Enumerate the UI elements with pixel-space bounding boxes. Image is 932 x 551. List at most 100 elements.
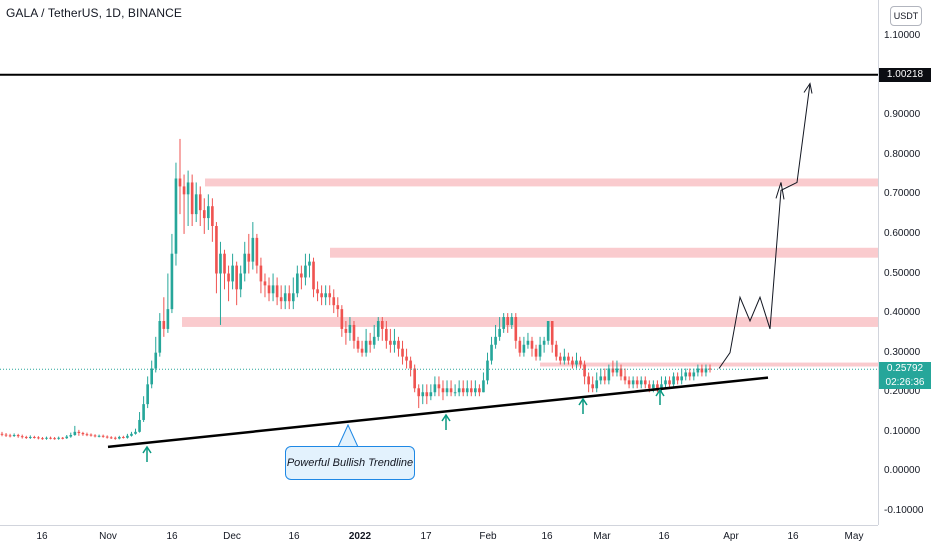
candle bbox=[138, 412, 141, 433]
candle bbox=[182, 174, 186, 234]
currency-button[interactable]: USDT bbox=[890, 6, 922, 26]
candle bbox=[607, 364, 611, 385]
candle bbox=[41, 436, 44, 440]
trendline-callout: Powerful Bullish Trendline bbox=[285, 446, 415, 480]
candle bbox=[239, 265, 243, 298]
candle bbox=[231, 253, 234, 290]
candle bbox=[0, 431, 4, 437]
candle bbox=[571, 356, 574, 369]
time-tick-label: 16 bbox=[36, 531, 48, 542]
candle bbox=[405, 348, 408, 369]
candle bbox=[465, 380, 469, 397]
support-arrow bbox=[142, 445, 152, 462]
candle bbox=[522, 336, 526, 357]
price-tick-label: 0.90000 bbox=[884, 109, 921, 121]
candle bbox=[457, 380, 461, 397]
candle bbox=[534, 344, 538, 361]
time-tick-label: Feb bbox=[479, 531, 497, 542]
candle bbox=[550, 321, 554, 353]
candle bbox=[170, 233, 174, 314]
candle bbox=[393, 328, 396, 353]
candle bbox=[494, 324, 497, 349]
candle bbox=[623, 368, 627, 385]
candle bbox=[684, 368, 688, 381]
candle bbox=[20, 434, 24, 439]
candle bbox=[320, 285, 323, 306]
candle bbox=[433, 376, 437, 397]
candle bbox=[364, 328, 368, 357]
candle bbox=[498, 317, 501, 341]
candle bbox=[259, 257, 263, 294]
target-price-tag: 1.00218 bbox=[879, 68, 931, 82]
candle bbox=[611, 360, 615, 377]
candle bbox=[668, 376, 671, 389]
candle bbox=[692, 368, 696, 381]
candle bbox=[227, 265, 230, 302]
candle bbox=[635, 376, 639, 389]
time-tick-label: Dec bbox=[223, 531, 241, 542]
price-tick-label: 0.50000 bbox=[884, 267, 921, 279]
price-chart bbox=[0, 73, 878, 462]
candle bbox=[287, 285, 291, 310]
price-axis[interactable] bbox=[878, 0, 932, 525]
candle bbox=[708, 364, 712, 373]
candle bbox=[219, 241, 222, 325]
candle bbox=[437, 376, 441, 397]
candle bbox=[202, 198, 206, 234]
candle bbox=[109, 436, 113, 439]
candle bbox=[643, 376, 647, 389]
candle bbox=[324, 285, 327, 306]
candle bbox=[615, 360, 619, 377]
resistance-zone bbox=[330, 247, 878, 258]
candle bbox=[243, 241, 247, 282]
candle bbox=[308, 253, 311, 278]
candle bbox=[8, 433, 12, 438]
candle bbox=[558, 352, 562, 365]
candle bbox=[704, 364, 708, 377]
candle bbox=[29, 435, 32, 439]
candle bbox=[85, 432, 89, 437]
candle-countdown: 02:26:36 bbox=[879, 376, 931, 389]
support-arrow bbox=[441, 413, 451, 430]
candle bbox=[150, 360, 154, 389]
candle bbox=[453, 384, 457, 397]
time-axis[interactable] bbox=[0, 525, 878, 551]
candle bbox=[595, 372, 599, 393]
candle bbox=[449, 380, 453, 397]
candle bbox=[538, 336, 542, 361]
last-price-tag: 0.25792 bbox=[879, 362, 931, 376]
candle bbox=[579, 356, 582, 369]
candle bbox=[696, 364, 700, 377]
time-tick-label: 16 bbox=[288, 531, 300, 542]
candle bbox=[445, 380, 449, 397]
candle bbox=[235, 261, 238, 306]
time-tick-label: May bbox=[844, 531, 864, 542]
candle bbox=[348, 317, 352, 341]
support-arrow bbox=[578, 397, 588, 414]
candle bbox=[174, 162, 178, 266]
candle bbox=[518, 336, 522, 357]
candle bbox=[304, 253, 307, 286]
candle bbox=[158, 313, 162, 357]
candle bbox=[380, 317, 384, 341]
candle bbox=[275, 277, 279, 306]
candle bbox=[267, 277, 271, 302]
support-arrow bbox=[655, 388, 665, 405]
price-tick-label: 0.10000 bbox=[884, 425, 921, 437]
candle bbox=[514, 313, 518, 349]
candle bbox=[49, 436, 52, 440]
candle bbox=[93, 434, 97, 438]
candle bbox=[300, 265, 303, 290]
resistance-zone bbox=[205, 178, 878, 187]
candle bbox=[223, 249, 226, 290]
candle bbox=[360, 340, 364, 357]
candle bbox=[502, 313, 505, 333]
candle bbox=[478, 384, 481, 397]
candle bbox=[627, 376, 631, 389]
candle bbox=[340, 305, 344, 337]
projection-arrowhead bbox=[775, 182, 785, 200]
candle bbox=[65, 435, 69, 439]
candle bbox=[194, 182, 198, 223]
candle bbox=[486, 352, 489, 385]
price-tick-label: 0.00000 bbox=[884, 465, 921, 477]
